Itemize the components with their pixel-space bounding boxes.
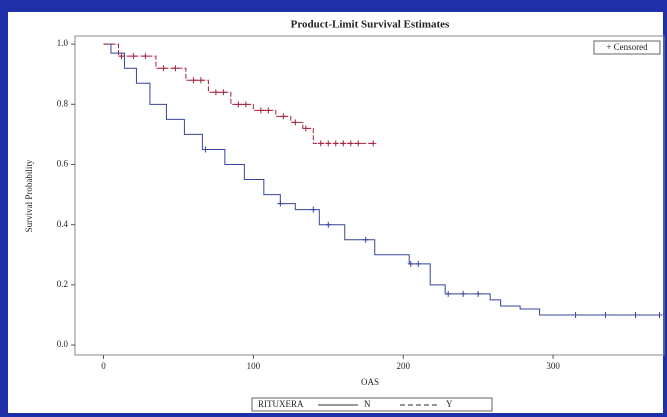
censor-mark bbox=[656, 311, 663, 318]
y-tick-label: 0.4 bbox=[57, 219, 69, 229]
censor-mark bbox=[257, 107, 264, 114]
survival-curve bbox=[103, 43, 374, 144]
censor-mark bbox=[265, 107, 272, 114]
censor-mark bbox=[235, 101, 242, 108]
chart-title: Product-Limit Survival Estimates bbox=[291, 19, 450, 31]
x-axis-label: OAS bbox=[361, 377, 379, 387]
censor-mark bbox=[355, 140, 362, 147]
legend-label: N bbox=[364, 399, 371, 409]
censor-mark bbox=[277, 200, 284, 207]
censor-mark bbox=[202, 146, 209, 153]
censor-mark bbox=[445, 290, 452, 297]
censor-mark bbox=[415, 260, 422, 267]
censor-mark bbox=[362, 236, 369, 243]
x-tick-label: 100 bbox=[247, 361, 261, 371]
censor-mark bbox=[332, 140, 339, 147]
censor-mark bbox=[118, 53, 125, 60]
censor-mark bbox=[160, 65, 167, 72]
censor-mark bbox=[602, 311, 609, 318]
censor-mark bbox=[572, 311, 579, 318]
censor-mark bbox=[130, 53, 137, 60]
x-tick-label: 200 bbox=[396, 361, 410, 371]
y-tick-label: 0.8 bbox=[57, 98, 69, 108]
censor-mark bbox=[142, 53, 149, 60]
censor-mark bbox=[317, 140, 324, 147]
censor-mark bbox=[340, 140, 347, 147]
censor-mark bbox=[242, 101, 249, 108]
plot-frame bbox=[74, 35, 665, 356]
censor-mark bbox=[280, 113, 287, 120]
legend-title: RITUXERA bbox=[258, 399, 304, 409]
survival-curve bbox=[103, 43, 660, 316]
censor-mark bbox=[212, 89, 219, 96]
censor-mark bbox=[325, 221, 332, 228]
censor-mark bbox=[460, 290, 467, 297]
panel bbox=[8, 12, 663, 413]
censor-mark bbox=[475, 290, 482, 297]
censor-mark bbox=[292, 119, 299, 126]
y-axis-label: Survival Probability bbox=[24, 159, 34, 232]
censor-mark bbox=[172, 65, 179, 72]
censored-legend bbox=[593, 40, 661, 55]
censor-mark bbox=[197, 77, 204, 84]
y-tick-label: 0.6 bbox=[57, 159, 69, 169]
y-tick-label: 0.2 bbox=[57, 279, 68, 289]
x-tick-label: 0 bbox=[101, 361, 106, 371]
censored-legend-label: + Censored bbox=[606, 42, 648, 52]
y-tick-label: 1.0 bbox=[57, 38, 69, 48]
censor-mark bbox=[220, 89, 227, 96]
censor-mark bbox=[370, 140, 377, 147]
y-tick-label: 0.0 bbox=[57, 339, 69, 349]
censor-mark bbox=[302, 125, 309, 132]
legend-label: Y bbox=[446, 399, 453, 409]
censor-mark bbox=[325, 140, 332, 147]
censor-mark bbox=[310, 206, 317, 213]
x-tick-label: 300 bbox=[546, 361, 560, 371]
censor-mark bbox=[347, 140, 354, 147]
censor-mark bbox=[632, 311, 639, 318]
censor-mark bbox=[190, 77, 197, 84]
legend bbox=[251, 397, 493, 412]
censor-mark bbox=[407, 260, 414, 267]
